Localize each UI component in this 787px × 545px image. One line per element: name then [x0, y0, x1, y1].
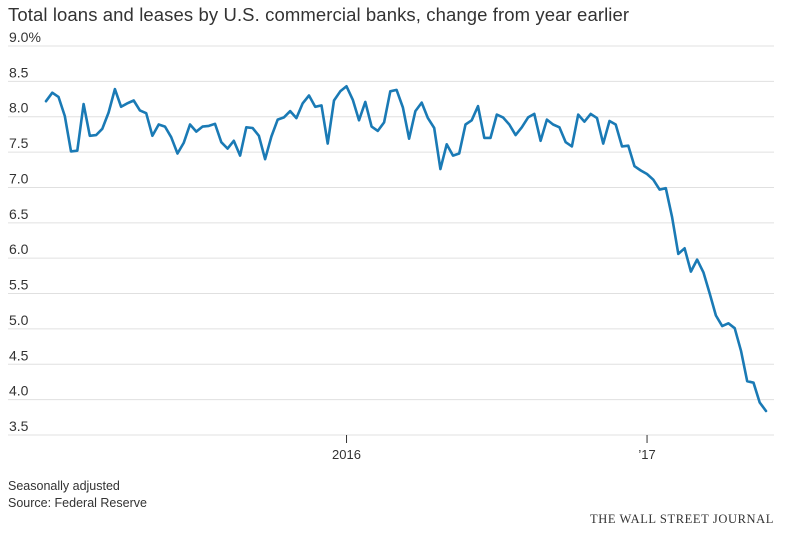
line-chart: 9.0% 8.5 8.0 7.5 7.0 6.5 6.0 5.5 5.0 4.5 4.0 3.5 20…	[8, 29, 774, 462]
y-tick-label: 5.5	[9, 277, 29, 293]
y-tick-label: 4.5	[9, 347, 29, 363]
y-tick-label: 4.0	[9, 383, 29, 399]
chart-title: Total loans and leases by U.S. commercia…	[8, 4, 630, 25]
y-tick-label: 5.0	[9, 312, 29, 328]
y-tick-label: 3.5	[9, 418, 29, 434]
y-tick-label: 8.0	[9, 100, 29, 116]
series-layer	[44, 85, 768, 413]
footnote-note: Seasonally adjusted	[8, 479, 120, 493]
y-tick-label: 8.5	[9, 64, 29, 80]
x-tick-label: 2016	[332, 447, 361, 462]
y-tick-label: 6.5	[9, 206, 29, 222]
y-tick-label: 7.0	[9, 170, 29, 186]
y-tick-label: 6.0	[9, 241, 29, 257]
footnote-source: Source: Federal Reserve	[8, 496, 147, 510]
series-line	[44, 85, 768, 413]
gridlines	[8, 45, 774, 436]
y-axis-tick-labels: 9.0% 8.5 8.0 7.5 7.0 6.5 6.0 5.5 5.0 4.5 4.0 3.5	[9, 29, 41, 434]
publisher-logo: THE WALL STREET JOURNAL	[589, 512, 774, 526]
y-tick-label: 9.0%	[9, 29, 41, 45]
x-axis-ticks: 2016 ’17	[332, 435, 656, 462]
y-tick-label: 7.5	[9, 135, 29, 151]
x-tick-label: ’17	[638, 447, 655, 462]
